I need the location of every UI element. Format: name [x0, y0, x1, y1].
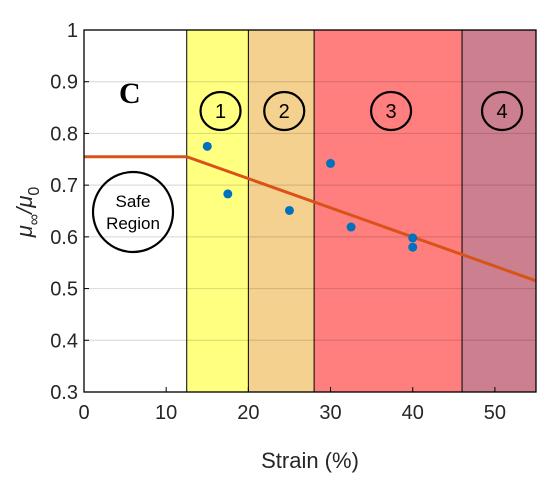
- regions-layer: [84, 30, 536, 392]
- region-3-label: 3: [386, 101, 397, 123]
- data-point: [203, 142, 212, 151]
- data-point: [285, 206, 294, 215]
- region-4: [462, 30, 536, 392]
- x-tick-label: 10: [155, 402, 177, 424]
- y-tick-label: 0.6: [50, 227, 78, 249]
- panel-letter: C: [119, 77, 141, 110]
- data-point: [326, 159, 335, 168]
- x-tick-label: 50: [484, 402, 506, 424]
- data-point: [408, 233, 417, 242]
- region-1: [187, 30, 249, 392]
- svg-text:μ∞/μ0: μ∞/μ0: [12, 187, 43, 239]
- data-point: [223, 189, 232, 198]
- safe-region-label-line: Safe: [116, 192, 151, 211]
- x-tick-label: 30: [319, 402, 341, 424]
- x-axis-label: Strain (%): [261, 448, 359, 473]
- y-axis-label: μ∞/μ0: [12, 187, 43, 239]
- data-point: [347, 223, 356, 232]
- x-tick-label: 0: [78, 402, 89, 424]
- safe-region-label-line: Region: [106, 214, 160, 233]
- region-1-label: 1: [215, 101, 226, 123]
- x-tick-label: 40: [402, 402, 424, 424]
- y-tick-label: 0.8: [50, 123, 78, 145]
- y-tick-label: 0.3: [50, 382, 78, 404]
- y-tick-label: 1: [67, 20, 78, 42]
- x-tick-label: 20: [237, 402, 259, 424]
- y-tick-label: 0.9: [50, 72, 78, 94]
- y-tick-label: 0.5: [50, 279, 78, 301]
- y-tick-label: 0.7: [50, 175, 78, 197]
- region-2: [248, 30, 314, 392]
- region-2-label: 2: [279, 101, 290, 123]
- y-tick-label: 0.4: [50, 330, 78, 352]
- data-point: [408, 243, 417, 252]
- region-4-label: 4: [496, 101, 507, 123]
